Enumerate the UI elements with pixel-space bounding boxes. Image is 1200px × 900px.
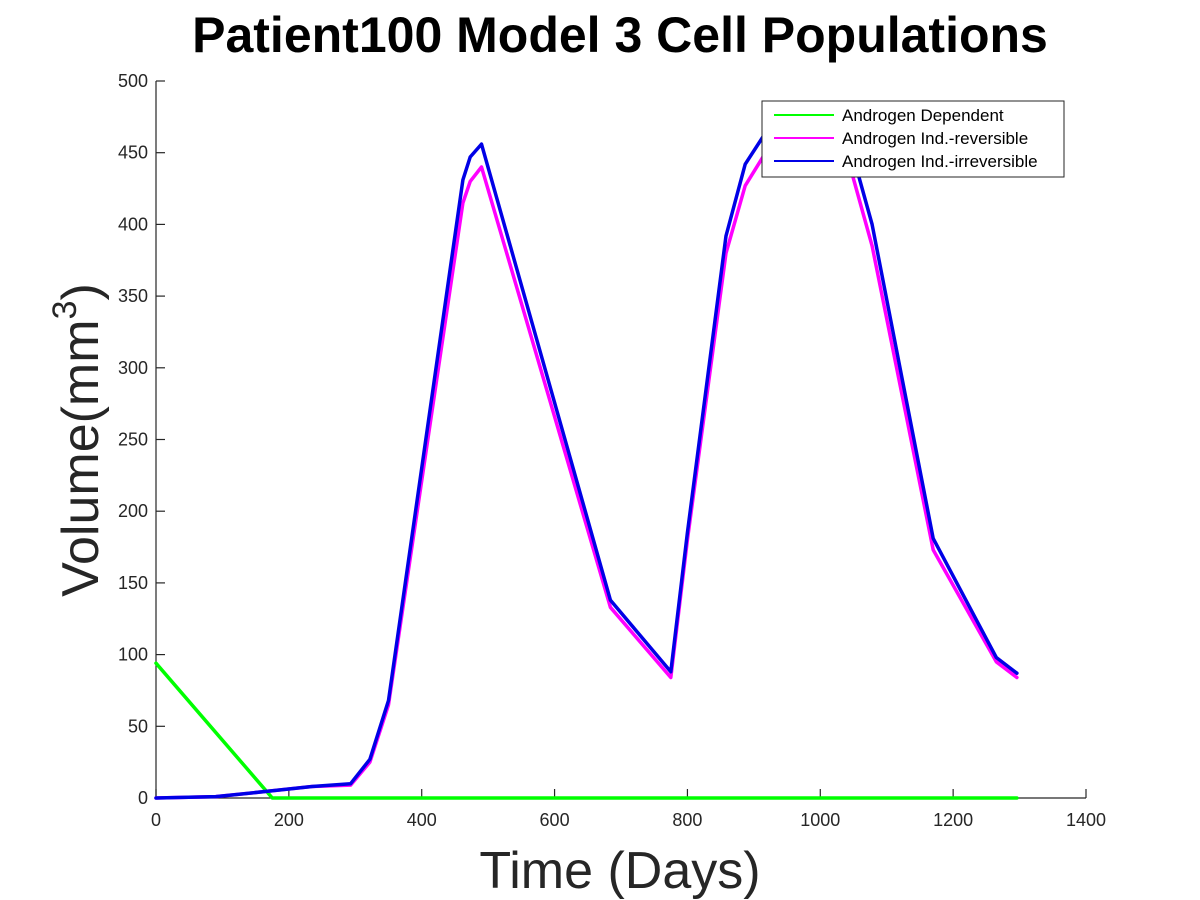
x-tick-label: 1000 xyxy=(800,810,840,830)
series-line-2 xyxy=(154,153,1019,800)
y-axis-label-superscript: 3 xyxy=(46,301,84,320)
series-layer xyxy=(154,133,1019,800)
x-tick-label: 200 xyxy=(274,810,304,830)
y-tick-label: 350 xyxy=(118,286,148,306)
y-tick-label: 250 xyxy=(118,430,148,450)
x-tick-label: 400 xyxy=(407,810,437,830)
y-axis-label-main: Volume(mm xyxy=(52,319,110,596)
x-tick-label: 1200 xyxy=(933,810,973,830)
legend-entries: Androgen Dependent Androgen Ind.-reversib… xyxy=(774,106,1038,171)
y-tick-label: 500 xyxy=(118,71,148,91)
x-tick-label: 800 xyxy=(672,810,702,830)
y-tick-label: 300 xyxy=(118,358,148,378)
y-tick-label: 400 xyxy=(118,214,148,234)
x-axis-label: Time (Days) xyxy=(479,842,760,900)
legend: Androgen Dependent Androgen Ind.-reversib… xyxy=(761,100,1065,178)
x-tick-label: 0 xyxy=(151,810,161,830)
x-tick-label: 1400 xyxy=(1066,810,1106,830)
chart-title: Patient100 Model 3 Cell Populations xyxy=(192,7,1048,63)
legend-label-1: Androgen Dependent xyxy=(842,106,1004,125)
y-tick-label: 450 xyxy=(118,143,148,163)
x-tick-label: 600 xyxy=(540,810,570,830)
axes: 0 200 400 600 800 1000 1200 1400 0 50 100 150 200 25… xyxy=(118,71,1106,830)
y-axis-label-close: ) xyxy=(52,283,110,300)
y-tick-label: 150 xyxy=(118,573,148,593)
legend-label-2: Androgen Ind.-reversible xyxy=(842,129,1028,148)
y-axis-label: Volume(mm3) xyxy=(46,283,110,597)
x-ticks: 0 200 400 600 800 1000 1200 1400 xyxy=(151,789,1106,830)
y-tick-label: 50 xyxy=(128,716,148,736)
legend-label-3: Androgen Ind.-irreversible xyxy=(842,152,1038,171)
y-ticks: 0 50 100 150 200 250 300 350 400 450 500 xyxy=(118,71,165,808)
y-tick-label: 200 xyxy=(118,501,148,521)
y-tick-label: 0 xyxy=(138,788,148,808)
series-line-1 xyxy=(154,661,1019,800)
y-tick-label: 100 xyxy=(118,645,148,665)
series-line-3 xyxy=(154,133,1019,800)
